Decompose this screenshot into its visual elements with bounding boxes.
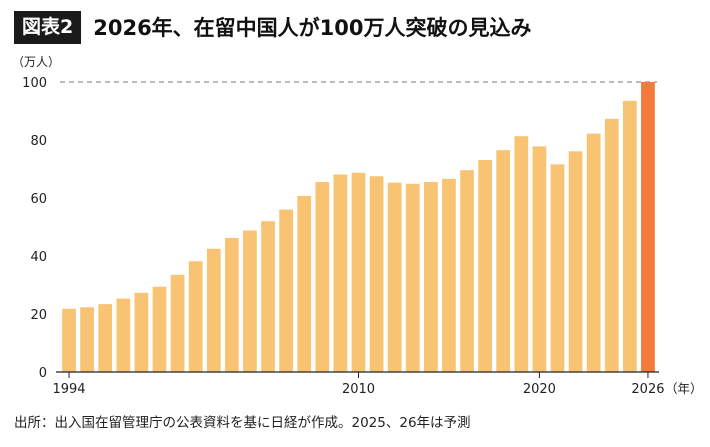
bar-1999	[152, 286, 167, 372]
bar-1998	[134, 292, 149, 372]
x-tick-label-2010: 2010	[342, 382, 375, 397]
bar-2008	[315, 182, 330, 372]
bar-2003	[224, 238, 239, 372]
y-tick-label-20: 20	[30, 308, 47, 323]
bar-1996	[98, 304, 113, 372]
bar-2014	[423, 182, 438, 372]
bar-2012	[387, 182, 402, 372]
bar-2002	[206, 248, 221, 372]
bar-2026	[641, 82, 655, 372]
bar-1997	[116, 298, 131, 372]
x-tick-label-2020: 2020	[523, 382, 556, 397]
bar-2009	[333, 174, 348, 372]
x-tick-label-2026: 2026	[631, 382, 664, 397]
y-tick-label-0: 0	[39, 366, 47, 381]
bar-2022	[568, 151, 583, 372]
bar-2018	[496, 150, 511, 372]
y-tick-label-80: 80	[30, 134, 47, 149]
y-tick-label-60: 60	[30, 192, 47, 207]
x-axis-unit-label: （年）	[665, 381, 703, 396]
bar-2011	[369, 176, 384, 372]
bar-2000	[170, 274, 185, 372]
bar-2004	[243, 230, 257, 372]
bar-2001	[188, 261, 203, 372]
bar-2023	[586, 133, 601, 372]
bar-2015	[442, 178, 456, 372]
bar-2005	[261, 221, 275, 372]
figure-badge: 図表2	[14, 10, 82, 44]
bar-2013	[405, 183, 420, 372]
y-tick-label-40: 40	[30, 250, 47, 265]
bar-2020	[532, 146, 547, 372]
y-axis-unit-label: （万人）	[12, 55, 60, 69]
bar-2016	[460, 170, 474, 372]
bar-2017	[478, 160, 493, 372]
y-tick-label-100: 100	[22, 76, 47, 91]
bar-2021	[550, 164, 565, 372]
bar-2024	[604, 118, 619, 372]
bar-1994	[62, 308, 76, 372]
chart-header: 図表2 2026年、在留中国人が100万人突破の見込み	[14, 10, 532, 44]
bar-2019	[514, 136, 529, 372]
source-note: 出所：出入国在留管理庁の公表資料を基に日経が作成。2025、26年は予測	[14, 415, 471, 431]
chart-title: 2026年、在留中国人が100万人突破の見込み	[93, 16, 532, 40]
bar-2025	[622, 100, 637, 372]
bar-2006	[279, 209, 294, 372]
bar-2010	[351, 172, 366, 372]
x-tick-label-1994: 1994	[52, 382, 85, 397]
bar-1995	[80, 307, 95, 372]
bar-2007	[297, 195, 312, 372]
